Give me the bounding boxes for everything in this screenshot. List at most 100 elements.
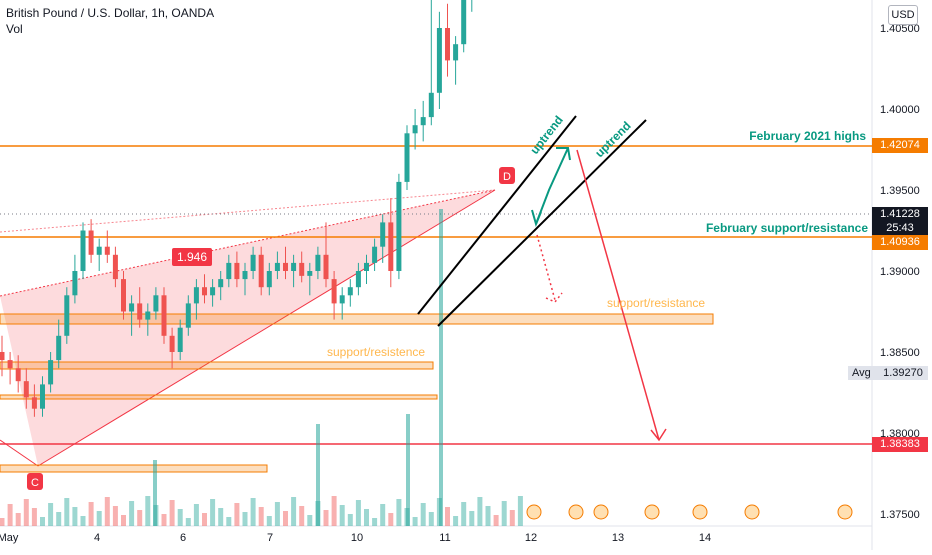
volume-bar [355,500,361,526]
point-c-badge [27,473,43,490]
volume-bar [274,502,280,526]
candle-body [56,335,62,361]
candle-body [202,287,207,296]
avg-label-text: Avg [852,367,871,379]
volume-bar [388,513,394,526]
volume-bar [48,503,54,526]
volume-bar [428,512,434,526]
event-flag-icon [526,504,542,520]
annotation-feb-support: February support/resistance [706,221,868,235]
candle-body [72,271,78,296]
avg-label: Avg 1.39270 [848,366,928,380]
candle-body [88,230,94,255]
volume-bar [40,517,45,526]
candle-body [445,28,450,61]
volume-bar-spike [439,209,443,526]
volume-bar [501,501,507,526]
annotation-feb-highs: February 2021 highs [749,129,866,143]
volume-bar [7,504,13,526]
point-c-label: C [31,477,39,489]
candle-body [96,246,102,255]
pattern-leg-cd [37,189,496,467]
uptrend-line-lower [437,119,647,327]
ratio-label: 1.946 [177,250,207,264]
x-tick-label: May [0,532,19,544]
volume-bar [0,518,5,526]
volume-bar [161,514,167,526]
volume-bar [80,516,86,526]
volume-bar [485,506,491,526]
event-flag-icon [644,504,660,520]
candle-body [80,230,86,271]
candle-body [428,92,434,118]
volume-bar-spike [406,414,410,526]
candle-body [323,254,329,280]
volume-bar [169,500,175,526]
event-flag-icon [568,504,584,520]
y-tick-label: 1.38500 [880,347,920,359]
volume-label[interactable]: Vol [6,22,23,36]
volume-bar [412,517,418,526]
ratio-badge [172,248,212,266]
candle-body [347,287,353,296]
volume-bar [445,507,450,526]
volume-bar [250,498,256,526]
volume-bar [347,514,353,526]
volume-bar [469,511,475,526]
volume-bar [145,496,151,526]
x-tick-label: 7 [267,532,273,544]
candle-body [210,287,216,296]
volume-bar [380,504,386,526]
volume-bar [23,499,29,526]
candle-body [137,303,143,320]
candle-body [64,295,70,336]
x-tick-label: 6 [180,532,186,544]
candle-body [436,28,442,93]
volume-bar [234,503,240,526]
candle-body [104,246,110,255]
candle-body [420,117,426,126]
volume-bar [477,497,483,526]
volume-bar [15,513,21,526]
arrow-head-teal [556,147,571,161]
candle-body [185,303,191,328]
symbol-title[interactable]: British Pound / U.S. Dollar, 1h, OANDA [6,6,215,20]
candle-body [153,295,159,312]
candle-body [380,222,386,247]
support-zone-1 [0,313,714,325]
candle-body [258,254,264,288]
arrow-head-red [650,428,667,442]
candle-body [396,181,402,271]
pattern-fill [0,190,495,466]
volume-bar [364,509,369,526]
volume-bar [258,507,264,526]
y-tick-label: 1.37500 [880,509,920,521]
volume-bar [242,512,248,526]
candle-body [48,360,54,385]
point-d-label: D [503,171,511,183]
y-tick-label: 1.39000 [880,266,920,278]
volume-bar [202,513,207,526]
point-d-badge [499,167,515,184]
candle-body [7,360,13,369]
candle-body [364,262,369,271]
currency-button[interactable]: USD [888,5,918,25]
candle-body [299,262,305,276]
volume-bar [121,515,126,526]
candle-body [266,271,272,288]
volume-bar [372,518,378,526]
candle-body [291,262,297,271]
candle-body [307,271,313,276]
support-zone-4 [0,464,268,473]
volume-bar [88,502,94,526]
volume-bar [96,511,102,526]
event-flag-icon [692,504,708,520]
projection-arrow-red [576,149,660,441]
candle-body [250,254,256,271]
x-tick-label: 13 [612,532,624,544]
candle-body [283,262,288,271]
price-label-feb-highs: 1.42074 [872,138,928,153]
candle-body [112,254,118,280]
volume-bar [226,517,232,526]
